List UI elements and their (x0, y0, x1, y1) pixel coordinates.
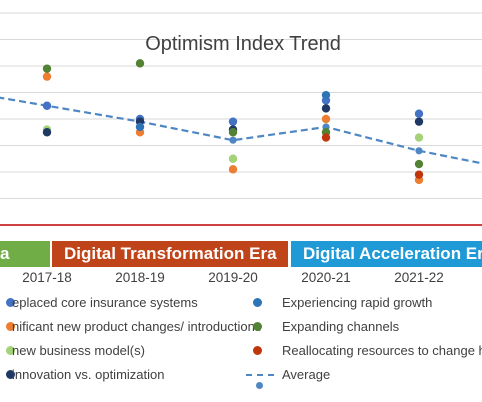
legend-dot (253, 298, 262, 307)
era-band-digital-transformation: Digital Transformation Era (52, 241, 288, 267)
legend-item: innovation vs. optimization (0, 365, 482, 385)
legend-dot (253, 322, 262, 331)
average-point (415, 147, 423, 155)
scatter-point (135, 59, 145, 68)
x-tick-label: 2017-18 (22, 270, 72, 285)
legend-dot (6, 370, 15, 379)
scatter-point (321, 133, 331, 142)
scatter-point (228, 117, 238, 126)
era-band-digital-acceleration: Digital Acceleration Era (291, 241, 482, 267)
legend-item: eplaced core insurance systems (0, 293, 482, 313)
legend-label: innovation vs. optimization (12, 367, 165, 382)
era-label-digital-transformation: Digital Transformation Era (64, 244, 277, 263)
era-band-digital: a (0, 241, 50, 267)
legend-line-dot (256, 382, 263, 389)
chart-title: Optimism Index Trend (145, 33, 341, 55)
scatter-point (42, 128, 52, 137)
scatter-point (414, 159, 424, 169)
legend-item: Expanding channels (0, 317, 482, 337)
legend-label: Average (282, 367, 331, 382)
scatter-point (321, 114, 331, 124)
legend-dot (6, 298, 15, 307)
era-label-digital: a (0, 244, 10, 263)
scatter-point (414, 109, 424, 118)
scatter-point (42, 72, 52, 81)
scatter-point (414, 170, 424, 179)
legend-dot (6, 322, 15, 331)
average-point (229, 136, 237, 144)
legend-item: Average (0, 365, 482, 389)
legend-label: nificant new product changes/ introducti… (12, 319, 262, 334)
legend-item: nificant new product changes/ introducti… (0, 317, 482, 337)
scatter-point (321, 90, 331, 100)
legend-line-marker (246, 374, 274, 389)
legend-dot (6, 346, 15, 355)
average-series (0, 96, 482, 165)
legend-label: Expanding channels (282, 319, 400, 334)
scatter-point (228, 128, 238, 137)
legend-item: Experiencing rapid growth (0, 293, 482, 313)
x-tick-label: 2018-19 (115, 270, 165, 285)
scatter-point (321, 104, 331, 113)
scatter-point (42, 64, 52, 73)
scatter-point (414, 133, 424, 142)
scatter-series (42, 59, 424, 185)
legend-item: new business model(s) (0, 341, 482, 361)
scatter-point (414, 117, 424, 126)
legend-label: eplaced core insurance systems (12, 295, 198, 310)
scatter-point (228, 165, 238, 174)
legend-label: new business model(s) (12, 343, 145, 358)
legend-label: Experiencing rapid growth (282, 295, 433, 310)
legend-dot (253, 346, 262, 355)
scatter-point (228, 154, 238, 163)
x-tick-label: 2021-22 (394, 270, 444, 285)
scatter-point (135, 122, 145, 132)
average-line (0, 96, 482, 165)
x-axis-ticks: 2016-172017-182018-192019-202020-212021-… (22, 270, 444, 285)
x-tick-label: 2020-21 (301, 270, 351, 285)
x-tick-label: 2019-20 (208, 270, 258, 285)
legend-label: Reallocating resources to change ho (282, 343, 482, 358)
era-label-digital-acceleration: Digital Acceleration Era (303, 244, 482, 263)
scatter-point (42, 101, 52, 110)
legend-item: Reallocating resources to change ho (0, 341, 482, 361)
gridlines (0, 12, 482, 199)
